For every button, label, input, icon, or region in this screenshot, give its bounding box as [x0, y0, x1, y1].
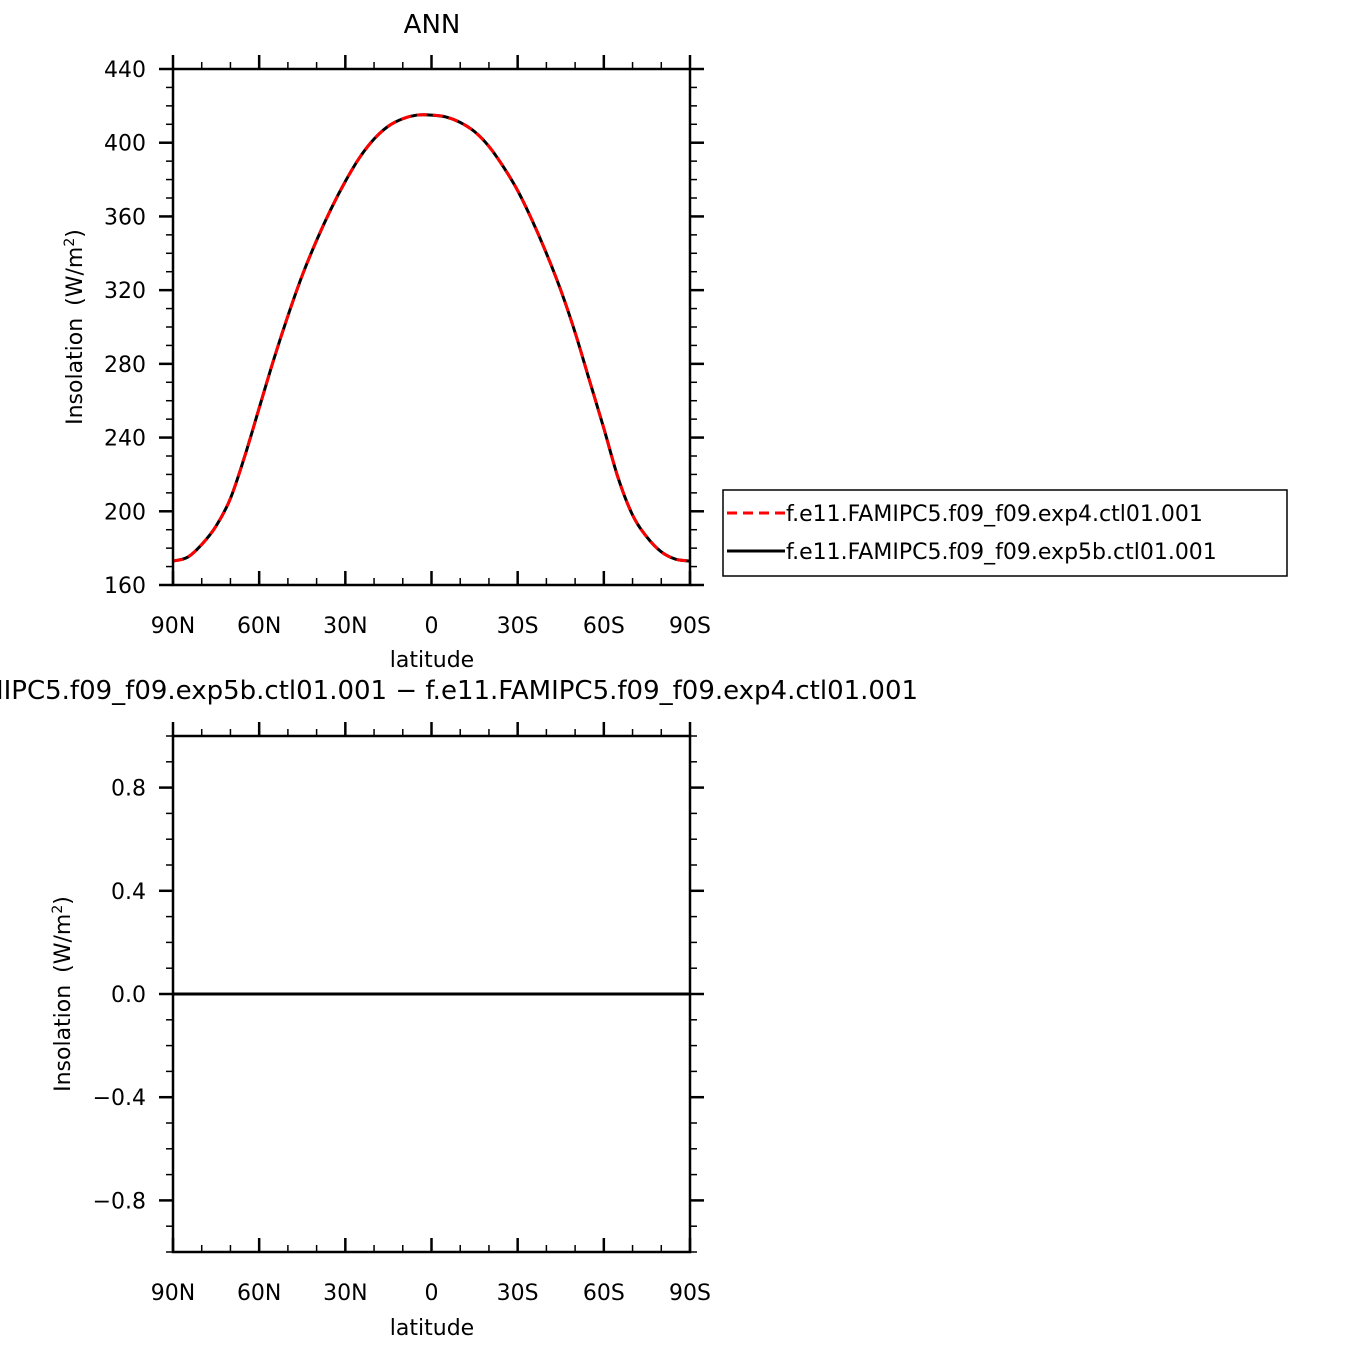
insolation-chart: ANN 90N 60N 30N 0 30S 60S 90S 160 200 240 280 320 36… [62, 10, 1288, 673]
y-tick-label: 280 [104, 353, 146, 378]
difference-y-axis-label: Insolation(W/m2) [50, 896, 76, 1092]
x-tick-label: 90S [669, 614, 711, 639]
chart-title: ANN [404, 10, 461, 40]
x-tick-label: 30S [497, 614, 539, 639]
x-tick-label: 0 [425, 614, 439, 639]
y-tick-label: 360 [104, 205, 146, 230]
x-tick-label: 30S [497, 1281, 539, 1306]
y-tick-label: 240 [104, 427, 146, 452]
y-tick-label: −0.4 [93, 1086, 146, 1111]
difference-x-axis-label: latitude [390, 1316, 474, 1341]
y-tick-label: 320 [104, 279, 146, 304]
x-tick-label: 0 [425, 1281, 439, 1306]
y-tick-label: 0.8 [111, 777, 146, 802]
difference-chart-title: f.e11.FAMIPC5.f09_f09.exp5b.ctl01.001 − … [0, 676, 918, 706]
x-tick-label: 30N [323, 1281, 367, 1306]
plot-frame [171, 67, 692, 587]
axis-ticks: 90N 60N 30N 0 30S 60S 90S 160 200 240 280 320 360 400… [104, 55, 711, 639]
x-tick-label: 60N [237, 1281, 281, 1306]
x-axis-label: latitude [390, 648, 474, 673]
legend-box [722, 489, 1288, 577]
legend-label-exp5b: f.e11.FAMIPC5.f09_f09.exp5b.ctl01.001 [786, 540, 1217, 565]
y-tick-label: 440 [104, 58, 146, 83]
y-axis-label: Insolation(W/m2) [62, 229, 88, 425]
x-tick-label: 90S [669, 1281, 711, 1306]
legend: f.e11.FAMIPC5.f09_f09.exp4.ctl01.001 f.e… [722, 489, 1288, 577]
difference-axis-ticks: 90N 60N 30N 0 30S 60S 90S −0.8 −0.4 0.0 0.4 0.8 [93, 722, 711, 1306]
x-tick-label: 30N [323, 614, 367, 639]
difference-chart: f.e11.FAMIPC5.f09_f09.exp5b.ctl01.001 − … [0, 676, 918, 1341]
y-tick-label: 160 [104, 574, 146, 599]
series-line-0 [172, 113, 691, 563]
y-tick-label: 0.4 [111, 880, 146, 905]
y-tick-label: 0.0 [111, 983, 146, 1008]
y-tick-label: −0.8 [93, 1189, 146, 1214]
y-tick-label: 200 [104, 500, 146, 525]
series-line-1 [172, 113, 691, 563]
x-tick-label: 90N [151, 614, 195, 639]
x-tick-label: 60N [237, 614, 281, 639]
x-tick-label: 90N [151, 1281, 195, 1306]
x-tick-label: 60S [583, 1281, 625, 1306]
x-tick-label: 60S [583, 614, 625, 639]
series-lines [172, 113, 691, 563]
legend-label-exp4: f.e11.FAMIPC5.f09_f09.exp4.ctl01.001 [786, 502, 1203, 527]
y-tick-label: 400 [104, 132, 146, 157]
